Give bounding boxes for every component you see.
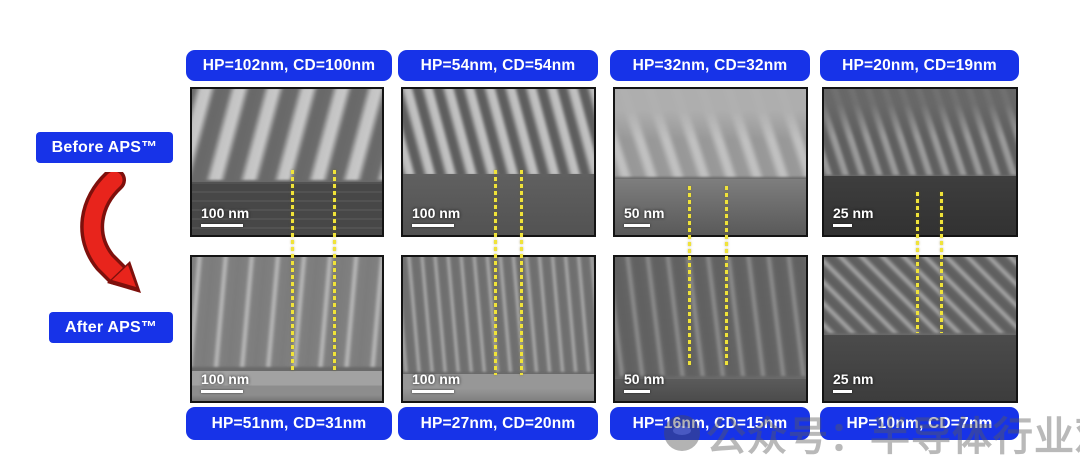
- resist-lines-pattern: [192, 257, 382, 368]
- before-to-after-arrow-icon: [80, 168, 146, 304]
- resist-lines-pattern: [615, 257, 806, 376]
- bottom-label-col4-text: HP=10nm, CD=7nm: [846, 414, 993, 432]
- substrate-region: [192, 371, 382, 401]
- cd-dotted-line: [916, 192, 919, 333]
- scale-bar-label: 100 nm: [412, 204, 461, 221]
- bottom-label-col1: HP=51nm, CD=31nm: [186, 407, 392, 440]
- sem-image-before-col4: 25 nm: [822, 87, 1018, 237]
- resist-lines-pattern: [824, 89, 1016, 175]
- substrate-region: [824, 335, 1016, 401]
- scale-bar-label: 100 nm: [201, 370, 250, 387]
- bottom-label-col3-text: HP=16nm, CD=15nm: [632, 414, 788, 432]
- cd-dotted-line: [940, 192, 943, 333]
- resist-lines-pattern: [403, 257, 594, 372]
- substrate-region: [824, 175, 1016, 235]
- after-aps-label: After APS™: [49, 312, 173, 343]
- scale-bar-label: 25 nm: [833, 370, 874, 387]
- scale-bar: 100 nm: [201, 204, 250, 227]
- cd-dotted-line: [291, 170, 294, 370]
- scale-bar-line: [624, 390, 650, 393]
- before-aps-label-text: Before APS™: [51, 138, 158, 156]
- scale-bar-line: [412, 224, 454, 227]
- bottom-label-col2: HP=27nm, CD=20nm: [398, 407, 598, 440]
- top-label-col1: HP=102nm, CD=100nm: [186, 50, 392, 81]
- substrate-region: [615, 378, 806, 401]
- scale-bar-line: [201, 390, 243, 393]
- cd-dotted-line: [520, 170, 523, 375]
- top-label-col1-text: HP=102nm, CD=100nm: [202, 56, 376, 74]
- bottom-label-col3: HP=16nm, CD=15nm: [610, 407, 810, 440]
- scale-bar: 100 nm: [201, 370, 250, 393]
- scale-bar-label: 50 nm: [624, 204, 665, 221]
- scale-bar: 25 nm: [833, 370, 874, 393]
- scale-bar-line: [833, 390, 852, 393]
- scale-bar: 50 nm: [624, 204, 665, 227]
- cd-dotted-line: [494, 170, 497, 375]
- bottom-label-col1-text: HP=51nm, CD=31nm: [211, 414, 367, 432]
- scale-bar: 100 nm: [412, 204, 461, 227]
- sem-image-before-col2: 100 nm: [401, 87, 596, 237]
- scale-bar: 100 nm: [412, 370, 461, 393]
- resist-lines-pattern: [615, 89, 806, 178]
- sem-image-after-col2: 100 nm: [401, 255, 596, 403]
- cd-dotted-line: [725, 186, 728, 368]
- sem-image-before-col1: 100 nm: [190, 87, 384, 237]
- scale-bar-label: 100 nm: [201, 204, 250, 221]
- bottom-label-col4: HP=10nm, CD=7nm: [820, 407, 1019, 440]
- resist-lines-pattern: [403, 89, 594, 175]
- top-label-col2: HP=54nm, CD=54nm: [398, 50, 598, 81]
- scale-bar-label: 25 nm: [833, 204, 874, 221]
- top-label-col2-text: HP=54nm, CD=54nm: [420, 56, 576, 74]
- resist-lines-pattern: [192, 89, 382, 181]
- scale-bar-line: [201, 224, 243, 227]
- cd-dotted-line: [688, 186, 691, 368]
- substrate-region: [403, 374, 594, 401]
- scale-bar-line: [833, 224, 852, 227]
- sem-image-after-col1: 100 nm: [190, 255, 384, 403]
- top-label-col3: HP=32nm, CD=32nm: [610, 50, 810, 81]
- scale-bar-label: 50 nm: [624, 370, 665, 387]
- before-aps-label: Before APS™: [36, 132, 173, 163]
- bottom-label-col2-text: HP=27nm, CD=20nm: [420, 414, 576, 432]
- scale-bar-label: 100 nm: [412, 370, 461, 387]
- top-label-col4: HP=20nm, CD=19nm: [820, 50, 1019, 81]
- top-label-col3-text: HP=32nm, CD=32nm: [632, 56, 788, 74]
- sem-image-after-col4: 25 nm: [822, 255, 1018, 403]
- scale-bar: 50 nm: [624, 370, 665, 393]
- top-label-col4-text: HP=20nm, CD=19nm: [842, 56, 997, 74]
- scale-bar-line: [412, 390, 454, 393]
- cd-dotted-line: [333, 170, 336, 370]
- resist-lines-pattern: [824, 257, 1016, 333]
- scale-bar-line: [624, 224, 650, 227]
- sem-image-after-col3: 50 nm: [613, 255, 808, 403]
- scale-bar: 25 nm: [833, 204, 874, 227]
- after-aps-label-text: After APS™: [64, 318, 158, 336]
- sem-image-before-col3: 50 nm: [613, 87, 808, 237]
